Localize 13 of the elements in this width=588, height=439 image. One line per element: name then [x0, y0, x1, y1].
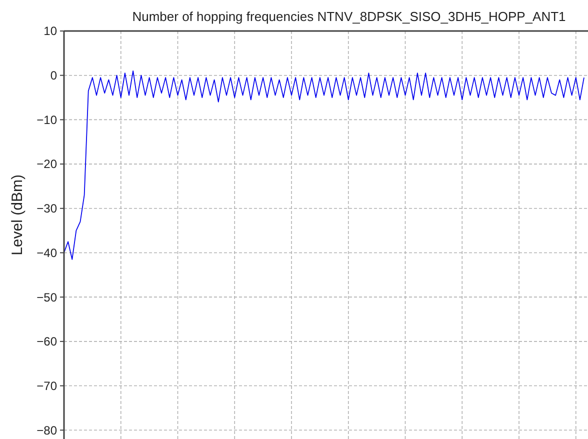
y-tick-label: −30 [36, 202, 58, 216]
chart-title: Number of hopping frequencies NTNV_8DPSK_SISO_3DH5_HOPP_ANT1 [132, 9, 566, 24]
y-tick-label: −10 [36, 112, 58, 127]
y-tick-label: −20 [36, 157, 58, 172]
y-tick-label: −60 [36, 334, 58, 349]
y-tick-label: −50 [36, 290, 58, 304]
y-tick-label: 0 [50, 68, 58, 83]
line-series [64, 70, 584, 260]
y-tick-label: −40 [36, 246, 58, 260]
y-tick-label: −80 [36, 423, 58, 438]
y-tick-label: 10 [44, 24, 58, 38]
y-tick-label: −70 [36, 378, 58, 393]
y-axis-title: Level (dBm) [9, 174, 26, 256]
